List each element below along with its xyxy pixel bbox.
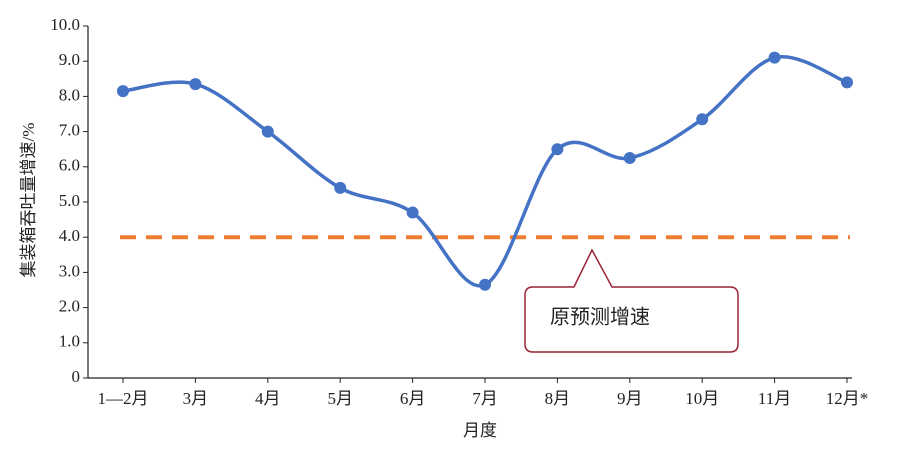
data-point <box>768 51 781 64</box>
data-point <box>551 143 564 156</box>
y-tick-label: 10.0 <box>50 15 80 34</box>
y-tick-label: 2.0 <box>59 297 80 316</box>
callout-label: 原预测增速 <box>550 306 650 329</box>
x-tick-label: 3月 <box>183 389 209 408</box>
y-tick-label: 1.0 <box>59 332 80 351</box>
x-tick-label: 6月 <box>400 389 426 408</box>
data-point <box>479 278 491 291</box>
y-tick-label: 6.0 <box>59 156 80 175</box>
data-point <box>261 125 274 138</box>
x-tick-label: 7月 <box>472 389 498 408</box>
y-tick-label: 4.0 <box>59 226 80 245</box>
y-tick-label: 9.0 <box>59 50 80 69</box>
y-tick-label: 8.0 <box>59 85 80 104</box>
y-tick-label: 5.0 <box>59 191 80 210</box>
x-tick-label: 1—2月 <box>98 389 149 408</box>
callout-box <box>524 248 739 353</box>
x-tick-label: 8月 <box>545 389 571 408</box>
y-tick-label: 0 <box>72 367 81 386</box>
x-tick-label: 10月 <box>685 389 719 408</box>
data-point <box>334 181 347 194</box>
data-point <box>623 152 636 164</box>
y-axis-label: 集装箱吞吐量增速/% <box>19 123 38 278</box>
data-point <box>841 76 853 89</box>
x-tick-label: 4月 <box>255 389 281 408</box>
y-tick-label: 3.0 <box>59 261 80 280</box>
x-axis-label: 月度 <box>463 421 497 440</box>
series-line <box>122 55 848 288</box>
data-point <box>117 85 129 98</box>
data-point <box>696 113 709 126</box>
data-point <box>189 78 202 91</box>
x-tick-label: 12月* <box>826 389 869 408</box>
y-tick-label: 7.0 <box>59 121 80 140</box>
data-point <box>406 206 419 219</box>
x-tick-label: 9月 <box>617 389 643 408</box>
x-tick-label: 5月 <box>327 389 353 408</box>
x-tick-label: 11月 <box>758 389 791 408</box>
